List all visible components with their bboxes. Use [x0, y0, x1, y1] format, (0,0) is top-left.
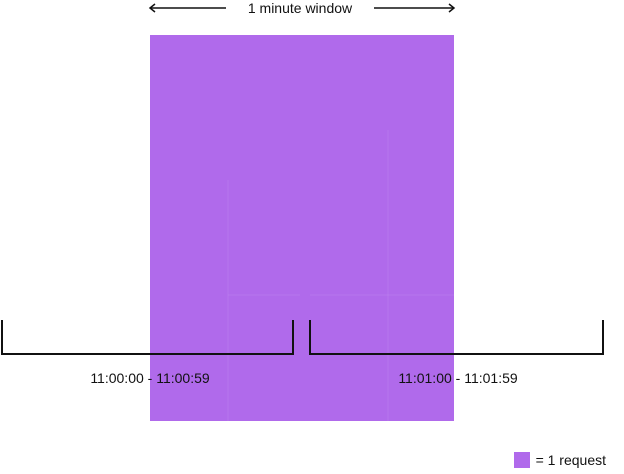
legend-swatch — [513, 452, 530, 468]
window-width-arrow — [148, 3, 456, 13]
legend: = 1 request — [513, 452, 606, 468]
legend-label: = 1 request — [535, 452, 606, 468]
sliding-window-block — [150, 35, 454, 421]
window-label: 1 minute window — [248, 0, 353, 16]
minute-bracket-1 — [1, 320, 294, 355]
minute-bracket-2 — [309, 320, 604, 355]
range-label-2: 11:01:00 - 11:01:59 — [398, 370, 518, 386]
window-grid-lines — [227, 130, 454, 421]
range-label-1: 11:00:00 - 11:00:59 — [90, 370, 210, 386]
